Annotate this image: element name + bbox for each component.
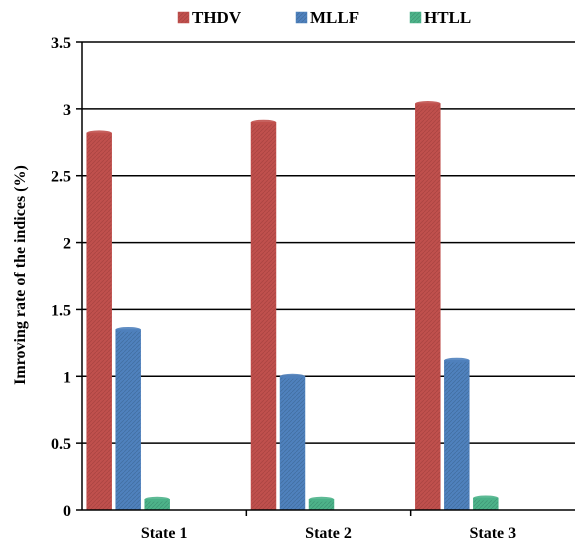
legend-label: HTLL	[424, 8, 471, 27]
bar-cap	[251, 119, 276, 125]
bar-fill	[415, 103, 441, 511]
x-tick-label: State 1	[141, 525, 188, 542]
bar	[473, 495, 499, 511]
bar	[86, 130, 112, 511]
y-tick-label: 0	[63, 503, 71, 520]
y-tick-label: 2	[63, 236, 71, 253]
bar-fill	[444, 359, 470, 511]
y-axis-title: Imroving rate of the indices (%)	[12, 165, 29, 385]
y-tick-label: 0.5	[51, 436, 71, 453]
legend-swatch	[409, 11, 422, 24]
x-tick-label: State 2	[305, 525, 352, 542]
bar-fill	[86, 132, 112, 511]
bar-cap	[309, 496, 334, 502]
legend-item: MLLF	[295, 8, 359, 27]
bar-fill	[250, 121, 277, 511]
y-tick-label: 1	[63, 369, 71, 386]
x-tick-label: State 3	[470, 525, 517, 542]
legend: THDV MLLF HTLL	[177, 8, 471, 27]
legend-item: HTLL	[409, 8, 471, 27]
bar-cap	[115, 326, 141, 332]
y-tick-label: 3	[63, 102, 71, 119]
bar	[308, 496, 335, 511]
bar-cap	[86, 130, 112, 136]
y-tick-label: 2.5	[51, 169, 71, 186]
bar-cap	[144, 496, 170, 502]
bar	[115, 326, 141, 511]
gridlines	[76, 41, 575, 511]
bar	[279, 373, 306, 511]
bar-cap	[473, 495, 499, 501]
bar	[444, 357, 470, 511]
legend-label: THDV	[192, 8, 242, 27]
tick-labels: 0 0.5 1 1.5 2 2.5 3 3.5 State 1 State 2 State 3	[51, 35, 516, 542]
axes	[81, 42, 575, 516]
bar	[415, 101, 441, 511]
bars	[86, 101, 499, 511]
legend-swatch	[177, 11, 190, 24]
legend-label: MLLF	[310, 8, 359, 27]
bar-fill	[279, 376, 306, 511]
bar-cap	[444, 357, 470, 363]
legend-swatch	[295, 11, 308, 24]
bar-cap	[280, 373, 305, 379]
bar	[144, 496, 170, 511]
bar	[250, 119, 277, 511]
y-tick-label: 1.5	[51, 302, 71, 319]
bar-cap	[415, 101, 441, 107]
bar-fill	[115, 329, 141, 511]
legend-item: THDV	[177, 8, 242, 27]
y-tick-label: 3.5	[51, 35, 71, 52]
